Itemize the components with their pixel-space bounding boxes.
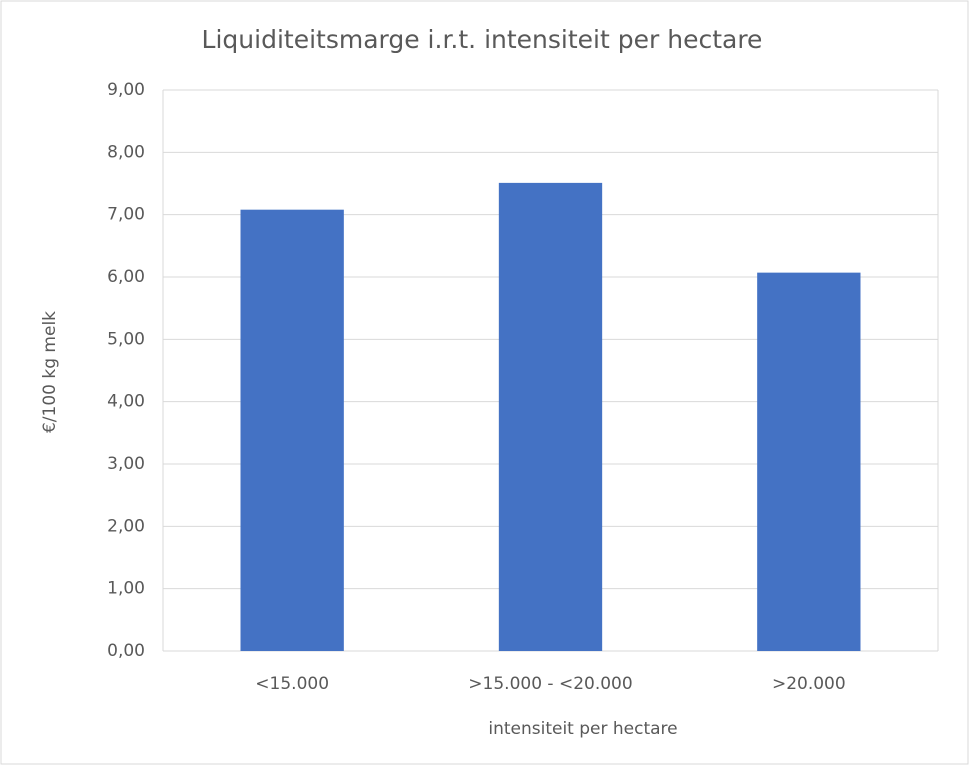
x-axis-label: intensiteit per hectare [488,719,677,739]
y-tick-label: 8,00 [107,142,145,162]
y-tick-label: 6,00 [107,267,145,287]
x-tick-label: <15.000 [255,674,329,694]
y-tick-label: 2,00 [107,516,145,536]
bar [757,272,861,651]
bar [498,182,603,652]
x-tick-label: >20.000 [772,674,846,694]
x-tick-label: >15.000 - <20.000 [468,674,632,694]
y-tick-label: 5,00 [107,329,145,349]
y-tick-label: 1,00 [107,579,145,599]
y-tick-label: 9,00 [107,80,145,100]
y-tick-label: 0,00 [107,641,145,661]
chart-title: Liquiditeitsmarge i.r.t. intensiteit per… [202,25,763,54]
bar [240,209,344,651]
y-axis-label: €/100 kg melk [40,311,60,433]
y-tick-label: 3,00 [107,454,145,474]
y-tick-label: 7,00 [107,205,145,225]
y-tick-label: 4,00 [107,392,145,412]
